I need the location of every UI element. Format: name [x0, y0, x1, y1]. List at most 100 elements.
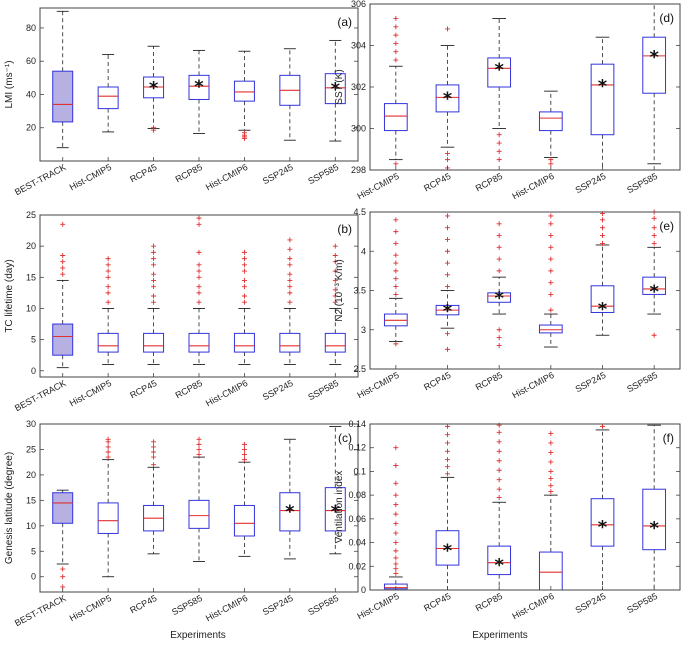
mean-star: *: [194, 76, 204, 97]
outlier-marker: [60, 574, 66, 580]
y-tick-label: 0.02: [348, 561, 366, 571]
panel-label: (a): [337, 15, 352, 29]
box-best-track: [52, 10, 74, 149]
mean-star: *: [649, 518, 659, 539]
outlier-marker: [393, 530, 399, 536]
outlier-marker: [105, 268, 111, 274]
y-tick-label: 0.04: [348, 538, 366, 548]
outlier-marker: [393, 555, 399, 561]
iqr-box: [538, 111, 563, 132]
box-ssp245: *: [590, 211, 615, 336]
y-tick-label: 5: [31, 335, 36, 345]
iqr-box: [143, 332, 165, 353]
outlier-marker: [393, 463, 399, 468]
outlier-marker: [651, 332, 657, 338]
outlier-marker: [600, 240, 605, 246]
outlier-marker: [496, 439, 502, 445]
outlier-marker: [196, 446, 202, 452]
outlier-marker: [241, 452, 247, 458]
outlier-marker: [651, 215, 657, 221]
outlier-marker: [600, 225, 605, 231]
outlier-marker: [287, 262, 293, 268]
outlier-marker: [60, 271, 66, 277]
iqr-box: [97, 502, 119, 534]
outlier-marker: [287, 284, 293, 290]
outlier-marker: [393, 570, 399, 576]
outlier-marker: [600, 233, 605, 239]
y-tick-label: 300: [351, 124, 366, 134]
iqr-box: [279, 492, 301, 532]
y-tick-label: 2.5: [353, 364, 366, 374]
outlier-marker: [496, 256, 502, 262]
outlier-marker: [496, 157, 502, 163]
outlier-marker: [151, 444, 157, 450]
outlier-marker: [241, 457, 247, 463]
outlier-marker: [496, 148, 502, 154]
outlier-marker: [496, 477, 502, 483]
outlier-marker: [60, 221, 66, 227]
outlier-marker: [151, 243, 157, 249]
y-tick-label: 298: [351, 165, 366, 175]
outlier-marker: [393, 566, 399, 572]
outlier-marker: [196, 249, 202, 255]
iqr-box: [642, 36, 667, 94]
outlier-marker: [151, 262, 157, 268]
outlier-marker: [60, 265, 66, 271]
outlier-marker: [600, 423, 605, 429]
y-tick-label: 25: [26, 210, 36, 220]
box-hist-cmip6: [233, 441, 255, 557]
outlier-marker: [332, 293, 338, 299]
outlier-marker: [393, 260, 399, 266]
outlier-marker: [196, 290, 202, 296]
outlier-marker: [548, 244, 554, 250]
outlier-marker: [196, 299, 202, 305]
outlier-marker: [393, 445, 399, 451]
outlier-marker: [151, 125, 157, 131]
iqr-box: [642, 276, 667, 295]
iqr-box: [188, 332, 210, 353]
outlier-marker: [393, 240, 399, 246]
outlier-marker: [241, 256, 247, 262]
box-ssp245: [279, 237, 301, 365]
iqr-box: [487, 292, 512, 303]
y-tick-label: 0: [361, 585, 366, 595]
outlier-marker: [105, 436, 111, 442]
outlier-marker: [332, 287, 338, 293]
box-rcp45: *: [435, 423, 460, 591]
outlier-marker: [241, 299, 247, 305]
outlier-marker: [496, 268, 502, 274]
outlier-marker: [241, 268, 247, 274]
iqr-box: [52, 70, 74, 123]
iqr-box: [590, 63, 615, 136]
outlier-marker: [151, 277, 157, 283]
outlier-marker: [241, 262, 247, 268]
y-tick-label: 302: [351, 82, 366, 92]
outlier-marker: [196, 268, 202, 274]
outlier-marker: [496, 132, 502, 138]
outlier-marker: [496, 448, 502, 454]
outlier-marker: [241, 284, 247, 290]
y-tick-label: 10: [26, 521, 36, 531]
plot-frame: [39, 423, 359, 593]
outlier-marker: [496, 244, 502, 250]
panel-label: (f): [663, 431, 674, 445]
box-best-track: [52, 489, 74, 590]
outlier-marker: [496, 233, 502, 239]
y-tick-label: 15: [26, 495, 36, 505]
outlier-marker: [651, 225, 657, 231]
outlier-marker: [105, 262, 111, 268]
y-tick-label: 60: [26, 56, 36, 66]
outlier-marker: [445, 331, 450, 337]
outlier-marker: [332, 277, 338, 283]
y-tick-label: 3.5: [353, 286, 366, 296]
outlier-marker: [393, 480, 399, 486]
outlier-marker: [496, 486, 502, 492]
outlier-marker: [496, 335, 502, 341]
outlier-marker: [393, 276, 399, 282]
outlier-marker: [151, 284, 157, 290]
outlier-marker: [151, 293, 157, 299]
outlier-marker: [241, 277, 247, 283]
outlier-marker: [445, 157, 450, 163]
outlier-marker: [393, 540, 399, 546]
